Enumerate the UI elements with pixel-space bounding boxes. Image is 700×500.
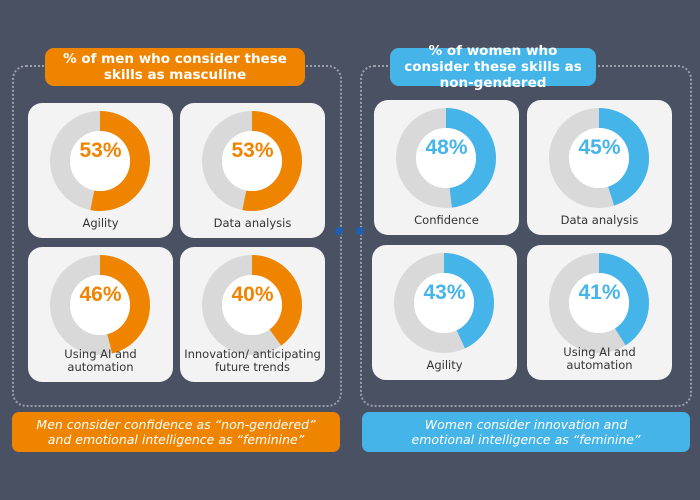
men-skill-card: 40% Innovation/ anticipating future tren… [180,247,325,382]
donut-center [569,273,629,333]
donut-chart [394,253,494,353]
donut-center [414,273,474,333]
skill-label: Agility [426,358,463,372]
percent-value: 40% [231,283,274,306]
donut-value-arc [202,255,302,355]
donut-value-arc [549,108,649,208]
connector-dot-left [335,227,343,235]
women-header: % of women who consider these skills as … [390,43,596,91]
percent-value: 41% [578,281,621,304]
women-skill-card: 43% Agility [372,245,517,380]
donut-chart [202,255,302,355]
skill-label: Data analysis [213,216,292,230]
skill-label: Using AI and automation [64,347,137,374]
donut-chart [50,111,150,211]
donut-chart [549,108,649,208]
women-note: Women consider innovation and emotional … [362,412,690,452]
donut-chart [50,255,150,355]
percent-value: 45% [578,136,621,159]
donut-chart [396,108,496,208]
men-skill-card: 53% Data analysis [180,103,325,238]
women-skill-card: 41% Using AI and automation [527,245,672,380]
percent-value: 46% [79,283,122,306]
donut-value-arc [50,255,150,355]
percent-value: 53% [231,139,274,162]
skill-label: Confidence [414,213,479,227]
donut-value-arc [549,253,649,353]
donut-value-arc [396,108,496,208]
donut-center [70,131,130,191]
donut-center [222,275,282,335]
percent-value: 53% [79,139,122,162]
donut-value-arc [394,253,494,353]
percent-value: 43% [423,281,466,304]
donut-chart [549,253,649,353]
skill-label: Innovation/ anticipating future trends [184,347,321,374]
donut-center [569,128,629,188]
women-skill-card: 45% Data analysis [527,100,672,235]
donut-center [416,128,476,188]
men-note: Men consider confidence as “non-gendered… [12,412,340,452]
donut-center [222,131,282,191]
men-skill-card: 53% Agility [28,103,173,238]
donut-value-arc [50,111,150,211]
connector-dot-right [356,227,364,235]
percent-value: 48% [425,136,468,159]
donut-center [70,275,130,335]
men-skill-card: 46% Using AI and automation [28,247,173,382]
men-header: % of men who consider these skills as ma… [45,48,305,86]
skill-label: Data analysis [560,213,639,227]
skill-label: Agility [82,216,119,230]
donut-value-arc [202,111,302,211]
skill-label: Using AI and automation [563,345,636,372]
donut-chart [202,111,302,211]
women-skill-card: 48% Confidence [374,100,519,235]
